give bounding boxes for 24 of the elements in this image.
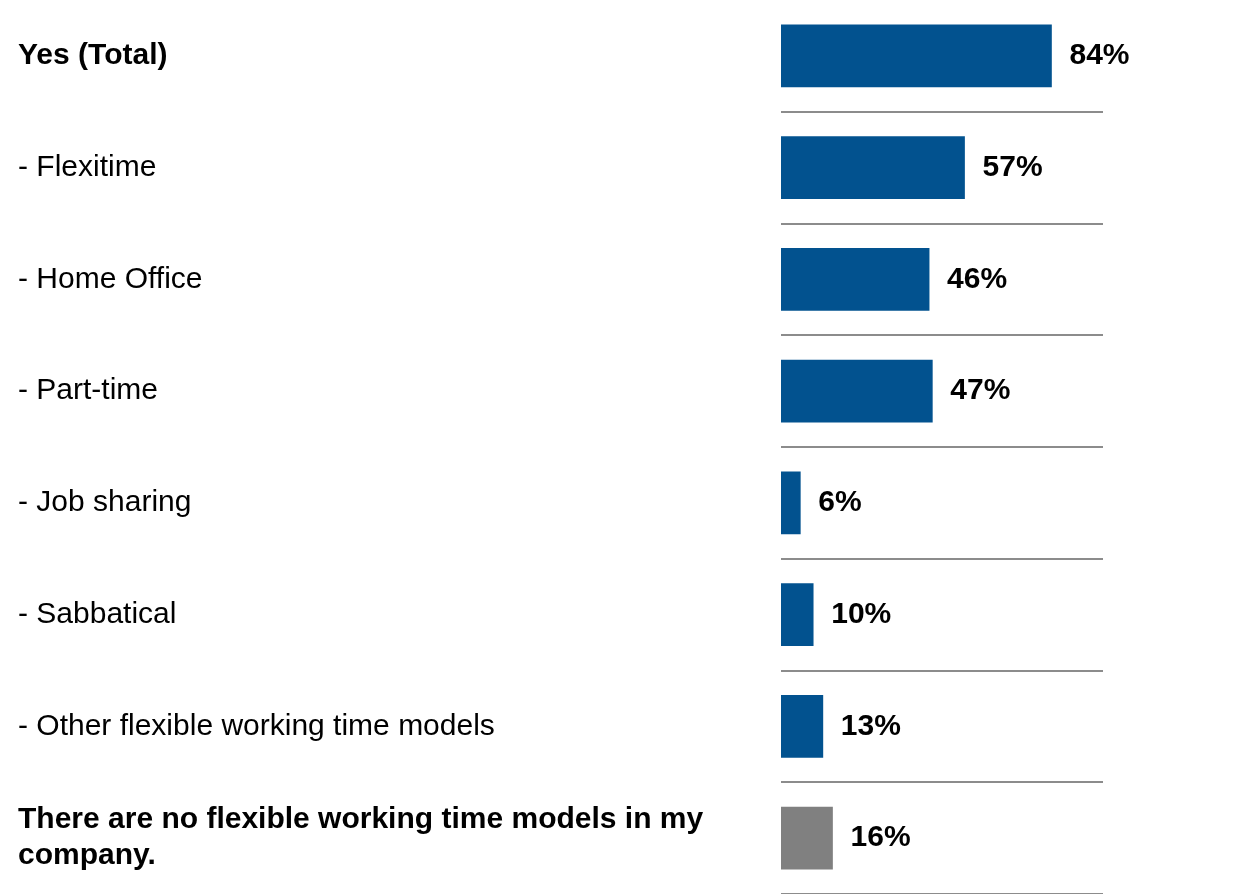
y-tick-label: - Job sharing <box>18 484 192 518</box>
data-label: 16% <box>850 819 911 853</box>
y-tick-label: - Other flexible working time models <box>18 707 495 741</box>
y-tick-label: - Home Office <box>18 260 203 294</box>
data-label: 84% <box>1069 37 1130 71</box>
data-label: 10% <box>831 595 892 629</box>
data-label: 6% <box>818 484 862 518</box>
y-tick-label: - Part-time <box>18 372 159 406</box>
bar <box>781 248 930 311</box>
y-tick-label: There are no flexible working time models in my company. <box>18 801 704 871</box>
data-label: 46% <box>947 260 1008 294</box>
bar <box>781 806 833 870</box>
bar <box>781 136 965 199</box>
bar <box>781 24 1052 88</box>
y-tick-label: Yes (Total) <box>18 37 168 71</box>
bar <box>781 695 824 758</box>
data-label: 13% <box>840 707 901 741</box>
data-label: 47% <box>950 372 1011 406</box>
bar <box>781 359 933 423</box>
y-tick-label: - Flexitime <box>18 148 157 182</box>
bar <box>781 583 814 646</box>
bar <box>781 471 801 535</box>
y-tick-label: - Sabbatical <box>18 595 177 629</box>
data-label: 57% <box>982 148 1043 182</box>
